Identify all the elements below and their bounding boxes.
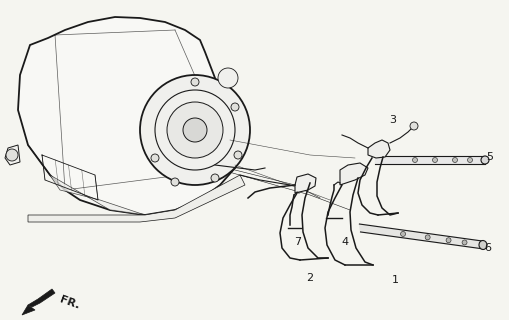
Circle shape (6, 149, 18, 161)
Polygon shape (359, 224, 483, 249)
Text: 6: 6 (484, 243, 491, 253)
Text: 3: 3 (389, 115, 395, 125)
Polygon shape (340, 163, 367, 185)
Text: FR.: FR. (58, 295, 80, 311)
Circle shape (231, 103, 239, 111)
Circle shape (432, 157, 437, 163)
Circle shape (166, 102, 222, 158)
Polygon shape (18, 17, 240, 215)
Polygon shape (28, 175, 244, 222)
Polygon shape (22, 305, 35, 315)
Circle shape (191, 78, 199, 86)
Text: 5: 5 (486, 152, 493, 162)
Circle shape (151, 154, 159, 162)
Circle shape (400, 231, 405, 236)
Polygon shape (5, 145, 20, 165)
Ellipse shape (478, 241, 486, 250)
Polygon shape (28, 289, 55, 307)
Text: 4: 4 (341, 237, 348, 247)
Circle shape (425, 235, 429, 240)
Circle shape (409, 122, 417, 130)
Circle shape (171, 178, 179, 186)
Circle shape (467, 157, 471, 163)
Polygon shape (28, 145, 145, 215)
Text: 7: 7 (294, 237, 301, 247)
Circle shape (217, 68, 238, 88)
Circle shape (412, 157, 417, 163)
Text: 1: 1 (391, 275, 398, 285)
Circle shape (451, 157, 457, 163)
Circle shape (461, 240, 466, 245)
Circle shape (234, 151, 242, 159)
Circle shape (183, 118, 207, 142)
Circle shape (211, 174, 218, 182)
Circle shape (140, 75, 249, 185)
Ellipse shape (480, 156, 488, 164)
Circle shape (445, 238, 450, 243)
Polygon shape (367, 140, 389, 158)
Text: 2: 2 (306, 273, 313, 283)
Polygon shape (294, 174, 316, 193)
